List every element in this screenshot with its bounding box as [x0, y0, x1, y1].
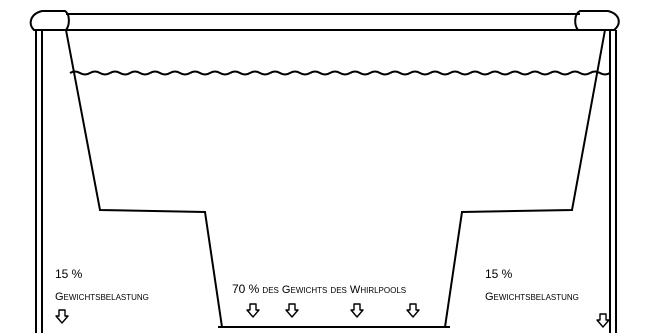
right-load-text: Gewichtsbelastung: [485, 291, 579, 303]
left-load-percent: 15 %: [55, 268, 82, 282]
center-load-caption: 70 % des Gewichts des Whirlpools: [232, 283, 406, 297]
right-percent-text: 15 %: [485, 267, 513, 281]
down-arrow-icon: [406, 303, 420, 318]
right-load-caption: Gewichtsbelastung: [485, 291, 579, 304]
center-load-text: des Gewichts des Whirlpools: [262, 284, 407, 296]
left-load-text: Gewichtsbelastung: [55, 291, 149, 303]
left-support-column: [35, 29, 43, 333]
center-percent-text: 70 %: [232, 282, 260, 296]
left-percent-text: 15 %: [55, 267, 83, 281]
left-load-caption: Gewichtsbelastung: [55, 291, 149, 304]
down-arrow-icon: [55, 309, 69, 324]
down-arrow-icon: [350, 303, 364, 318]
down-arrow-icon: [246, 303, 260, 318]
down-arrow-icon: [285, 303, 299, 318]
right-load-percent: 15 %: [485, 268, 512, 282]
down-arrow-icon: [596, 313, 610, 328]
water-surface: [69, 70, 611, 76]
tub-rim: [29, 10, 620, 31]
right-support-column: [609, 29, 617, 333]
